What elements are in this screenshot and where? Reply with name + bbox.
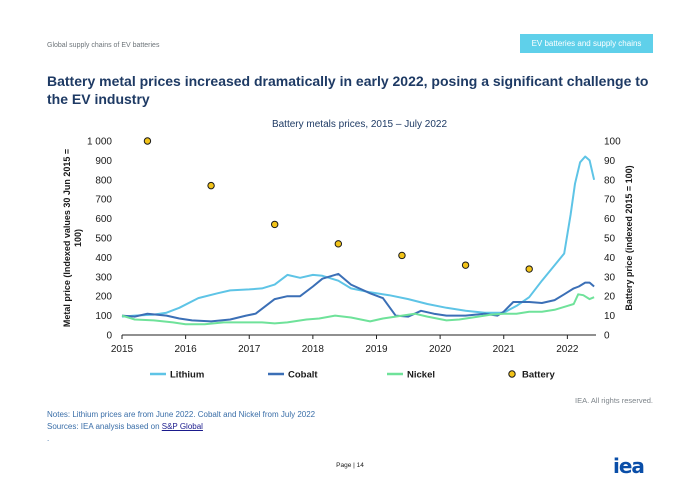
sources-prefix: Sources: IEA analysis based on [47,422,162,431]
y2-tick-label: 20 [604,292,616,303]
page-headline: Battery metal prices increased dramatica… [47,73,649,107]
y-tick-label: 500 [95,234,112,245]
x-tick-label: 2016 [174,344,197,355]
y-tick-label: 200 [95,292,112,303]
chart-title: Battery metals prices, 2015 – July 2022 [271,119,448,130]
cobalt-line [121,272,595,323]
y-tick-label: 100 [95,311,112,322]
battery-price-point [461,261,470,269]
y-tick-label: 400 [95,253,112,264]
y2-axis-label: Battery price (indexed 2015 = 100) [624,165,634,310]
battery-price-point [525,265,533,273]
y-tick-label: 600 [95,214,112,225]
y2-tick-label: 10 [604,311,616,322]
y-tick-label: 800 [95,175,112,186]
notes-block: Notes: Lithium prices are from June 2022… [47,409,315,445]
y2-tick-label: 100 [604,137,621,148]
legend-label: Nickel [407,370,435,381]
battery-price-point [143,137,152,145]
y2-tick-label: 90 [604,156,616,167]
y-axis-label-line: 100) [73,229,83,247]
nickel-line [121,293,595,326]
sp-global-link[interactable]: S&P Global [161,422,203,431]
y-axis-label: Metal price (Indexed values 30 Jun 2015 … [62,149,83,327]
y2-tick-label: 0 [604,331,610,342]
notes-dot: . [47,434,50,443]
y-axis-label-line: Metal price (Indexed values 30 Jun 2015 … [62,149,72,327]
y-tick-label: 700 [95,195,112,206]
y-tick-label: 1 000 [87,137,112,148]
battery-price-point [270,220,279,229]
y2-tick-label: 30 [604,272,616,283]
document-section-label: Global supply chains of EV batteries [47,42,160,49]
sources-line: Sources: IEA analysis based on S&P Globa… [47,421,315,433]
y2-tick-label: 80 [604,175,616,186]
x-tick-label: 2018 [302,344,325,355]
x-tick-label: 2021 [493,344,516,355]
y2-tick-label: 50 [604,234,616,245]
x-tick-label: 2020 [429,344,452,355]
section-tab[interactable]: EV batteries and supply chains [520,34,653,53]
y2-tick-label: 60 [604,214,616,225]
y-tick-label: 900 [95,156,112,167]
legend-label: Lithium [170,370,204,381]
y-tick-label: 0 [106,331,112,342]
rights-text: IEA. All rights reserved. [575,396,653,405]
y2-tick-label: 40 [604,253,616,264]
x-tick-label: 2022 [556,344,579,355]
battery-price-point [398,251,406,260]
x-tick-label: 2017 [238,344,261,355]
x-tick-label: 2015 [111,344,134,355]
legend-label: Cobalt [288,370,318,381]
legend-label: Battery [522,370,555,381]
notes-line: Notes: Lithium prices are from June 2022… [47,410,316,419]
page-number: Page | 14 [336,462,364,469]
legend-swatch-battery [508,370,516,378]
y2-tick-label: 70 [604,195,616,206]
battery-price-point [207,181,215,190]
battery-price-point [334,240,343,248]
iea-logo: iea [613,454,645,478]
x-tick-label: 2019 [365,344,388,355]
lithium-line [121,155,596,318]
y-tick-label: 300 [95,272,112,283]
